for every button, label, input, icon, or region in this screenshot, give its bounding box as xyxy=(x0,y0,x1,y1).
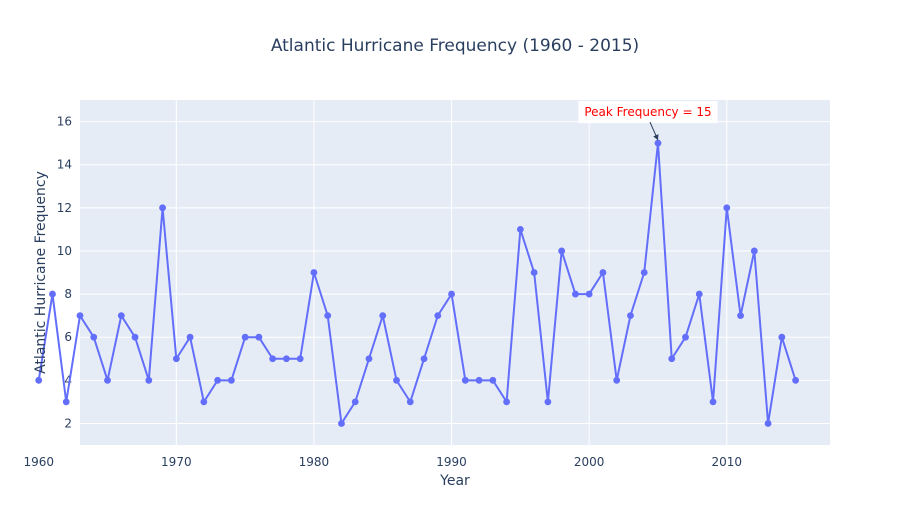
data-point[interactable] xyxy=(778,333,786,341)
x-tick-label: 1970 xyxy=(161,455,192,469)
x-axis-title: Year xyxy=(439,473,470,489)
data-point[interactable] xyxy=(131,333,139,341)
data-point[interactable] xyxy=(241,333,249,341)
data-point[interactable] xyxy=(434,312,442,320)
data-point[interactable] xyxy=(544,398,552,406)
data-point[interactable] xyxy=(516,225,524,233)
data-point[interactable] xyxy=(35,376,43,384)
y-tick-label: 8 xyxy=(64,287,72,301)
data-point[interactable] xyxy=(406,398,414,406)
data-point[interactable] xyxy=(227,376,235,384)
series-line xyxy=(37,142,797,425)
y-axis-title: Atlantic Hurricane Frequency xyxy=(33,171,49,374)
data-point[interactable] xyxy=(627,312,634,320)
x-tick-label: 2000 xyxy=(574,455,605,469)
data-point[interactable] xyxy=(324,312,332,320)
y-tick-label: 14 xyxy=(57,158,72,172)
annotation-box xyxy=(578,101,718,124)
data-point[interactable] xyxy=(723,204,731,212)
y-tick-label: 6 xyxy=(64,330,72,344)
annotation-layer: Peak Frequency = 15 xyxy=(578,101,718,141)
data-point[interactable] xyxy=(750,247,758,255)
series-layer xyxy=(35,139,799,427)
data-point[interactable] xyxy=(737,312,744,320)
data-point[interactable] xyxy=(145,376,153,384)
y-tick-label: 4 xyxy=(64,373,72,387)
data-point[interactable] xyxy=(214,376,222,384)
y-tick-label: 12 xyxy=(57,201,72,215)
data-point[interactable] xyxy=(448,290,455,298)
data-point[interactable] xyxy=(90,333,98,341)
data-point[interactable] xyxy=(613,376,621,384)
data-point[interactable] xyxy=(503,398,511,406)
data-point[interactable] xyxy=(186,333,194,341)
data-point[interactable] xyxy=(104,376,111,384)
data-point[interactable] xyxy=(475,376,483,384)
data-point[interactable] xyxy=(49,290,56,298)
data-point[interactable] xyxy=(668,355,676,363)
data-point[interactable] xyxy=(255,333,263,341)
data-point[interactable] xyxy=(654,139,662,147)
x-tick-label: 1980 xyxy=(299,455,330,469)
data-point[interactable] xyxy=(572,290,579,298)
data-point[interactable] xyxy=(269,355,277,363)
y-tick-label: 16 xyxy=(57,115,72,129)
data-point[interactable] xyxy=(200,398,208,406)
annotation-arrow-head xyxy=(653,134,659,141)
data-point[interactable] xyxy=(489,376,497,384)
tick-labels: 1960 1970 1980 1990 2000 2010 2 4 6 8 10 12 14 16 xyxy=(23,115,742,469)
data-point[interactable] xyxy=(792,376,799,384)
data-point[interactable] xyxy=(461,376,469,384)
x-tick-label: 1990 xyxy=(436,455,467,469)
data-point[interactable] xyxy=(640,269,648,276)
x-tick-label: 1960 xyxy=(23,455,54,469)
data-point[interactable] xyxy=(558,247,566,255)
data-point[interactable] xyxy=(76,312,84,320)
data-point[interactable] xyxy=(338,420,345,427)
data-point[interactable] xyxy=(283,355,290,363)
data-point[interactable] xyxy=(695,290,703,298)
x-tick-label: 2010 xyxy=(712,455,743,469)
data-point[interactable] xyxy=(310,269,318,276)
data-point[interactable] xyxy=(585,290,593,298)
data-point[interactable] xyxy=(365,355,373,363)
data-point[interactable] xyxy=(530,269,538,276)
data-point[interactable] xyxy=(172,355,180,363)
data-point[interactable] xyxy=(62,398,70,406)
plot-area xyxy=(80,100,830,445)
data-point[interactable] xyxy=(117,312,125,320)
data-point[interactable] xyxy=(709,398,717,406)
chart-title: Atlantic Hurricane Frequency (1960 - 201… xyxy=(271,36,639,56)
data-point[interactable] xyxy=(159,204,166,212)
data-point[interactable] xyxy=(764,420,772,427)
data-point[interactable] xyxy=(296,355,304,363)
data-point[interactable] xyxy=(420,355,428,363)
data-point[interactable] xyxy=(599,269,607,276)
data-point[interactable] xyxy=(682,333,689,341)
data-point[interactable] xyxy=(351,398,359,406)
annotation-label: Peak Frequency = 15 xyxy=(584,105,711,119)
data-point[interactable] xyxy=(379,312,387,320)
data-point[interactable] xyxy=(393,376,400,384)
y-tick-label: 10 xyxy=(57,244,72,258)
y-tick-label: 2 xyxy=(64,416,72,430)
